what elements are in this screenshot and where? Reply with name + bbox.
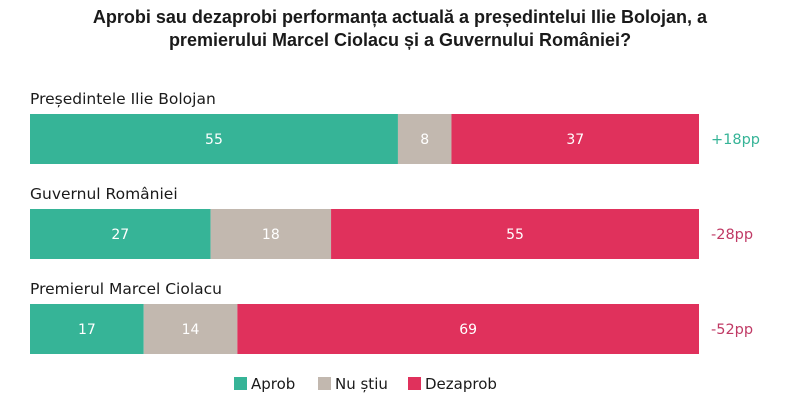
net-label-guvernul-romaniei: -28pp: [711, 227, 753, 243]
data-label-guvernul-romaniei-aprob: 27: [111, 227, 129, 243]
data-label-presedintele-ilie-bolojan-nu-stiu: 8: [420, 132, 429, 148]
data-label-premierul-marcel-ciolacu-nu-stiu: 14: [182, 322, 200, 338]
legend-label-dezaprob: Dezaprob: [425, 375, 497, 393]
data-label-guvernul-romaniei-dezaprob: 55: [506, 227, 524, 243]
chart-title: Aprobi sau dezaprobi performanța actuală…: [0, 6, 800, 52]
data-label-guvernul-romaniei-nu-stiu: 18: [262, 227, 280, 243]
legend-item-nu-stiu: Nu știu: [318, 375, 388, 393]
bar-presedintele-ilie-bolojan-nu-stiu: [397, 114, 452, 164]
legend-label-nu-stiu: Nu știu: [335, 375, 388, 393]
data-label-premierul-marcel-ciolacu-dezaprob: 69: [459, 322, 477, 338]
category-label-presedintele-ilie-bolojan: Președintele Ilie Bolojan: [30, 90, 216, 108]
data-label-presedintele-ilie-bolojan-aprob: 55: [205, 132, 223, 148]
data-label-presedintele-ilie-bolojan-dezaprob: 37: [566, 132, 584, 148]
category-label-guvernul-romaniei: Guvernul României: [30, 185, 178, 203]
net-label-presedintele-ilie-bolojan: +18pp: [711, 132, 760, 148]
bar-premierul-marcel-ciolacu-aprob: [30, 304, 144, 354]
legend-swatch-nu-stiu: [318, 377, 331, 390]
data-label-premierul-marcel-ciolacu-aprob: 17: [78, 322, 96, 338]
category-label-premierul-marcel-ciolacu: Premierul Marcel Ciolacu: [30, 280, 222, 298]
legend-swatch-aprob: [234, 377, 247, 390]
legend-item-aprob: Aprob: [234, 375, 295, 393]
bar-premierul-marcel-ciolacu-dezaprob: [237, 304, 699, 354]
chart-title-line-2: premierului Marcel Ciolacu și a Guvernul…: [168, 30, 632, 50]
net-label-premierul-marcel-ciolacu: -52pp: [711, 322, 753, 338]
legend-swatch-dezaprob: [408, 377, 421, 390]
bar-guvernul-romaniei-nu-stiu: [210, 209, 332, 259]
bar-presedintele-ilie-bolojan-aprob: [30, 114, 398, 164]
bar-guvernul-romaniei-dezaprob: [331, 209, 699, 259]
legend-label-aprob: Aprob: [251, 375, 295, 393]
legend-item-dezaprob: Dezaprob: [408, 375, 497, 393]
bar-premierul-marcel-ciolacu-nu-stiu: [143, 304, 238, 354]
bar-guvernul-romaniei-aprob: [30, 209, 211, 259]
chart-title-line-1: Aprobi sau dezaprobi performanța actuală…: [92, 7, 708, 27]
bar-presedintele-ilie-bolojan-dezaprob: [451, 114, 699, 164]
